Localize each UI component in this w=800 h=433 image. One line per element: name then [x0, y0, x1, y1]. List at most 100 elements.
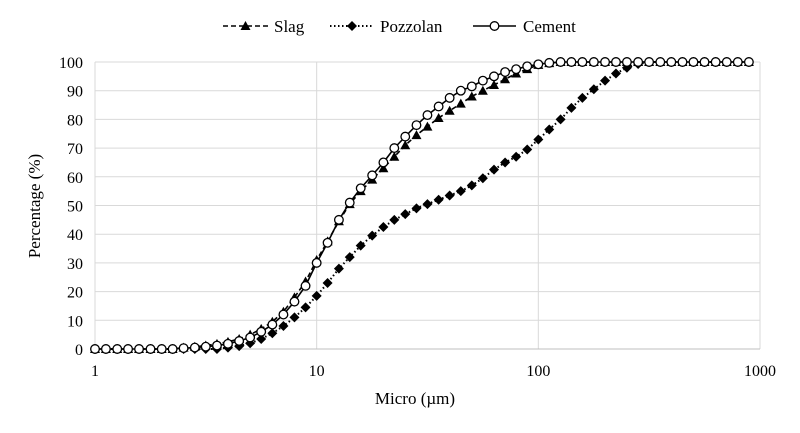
data-point-pozzolan — [289, 312, 300, 323]
data-point-pozzolan — [522, 144, 533, 155]
data-point-cement — [200, 341, 211, 352]
data-point-slag — [477, 85, 488, 95]
series-line-slag — [95, 61, 749, 350]
y-tick-label: 90 — [67, 84, 83, 101]
data-point-cement — [489, 71, 499, 82]
data-point-cement — [344, 197, 355, 208]
x-axis-label: Micro (µm) — [375, 389, 455, 408]
data-point-pozzolan — [344, 252, 355, 263]
y-tick-label: 70 — [67, 141, 83, 158]
x-tick-labels: 1 10 100 1000 — [91, 363, 776, 380]
data-point-slag — [433, 112, 444, 122]
x-tick-label: 10 — [309, 363, 325, 380]
data-point-cement — [732, 57, 743, 67]
data-point-cement — [145, 344, 156, 354]
data-point-pozzolan — [322, 277, 333, 288]
data-point-slag — [400, 140, 411, 150]
data-point-cement — [511, 64, 522, 75]
data-point-cement — [223, 338, 233, 349]
data-point-cement — [256, 326, 267, 337]
data-point-cement — [444, 92, 455, 103]
y-tick-label: 40 — [67, 227, 83, 244]
data-point-cement — [134, 344, 144, 354]
x-tick-label: 100 — [526, 363, 550, 380]
data-point-cement — [167, 344, 178, 354]
data-point-cement — [378, 157, 389, 168]
data-point-cement — [588, 57, 599, 67]
data-point-slag — [489, 79, 500, 89]
data-point-pozzolan — [411, 203, 422, 214]
series-group — [90, 57, 754, 354]
data-point-pozzolan — [444, 190, 455, 201]
data-point-cement — [189, 342, 200, 353]
data-point-cement — [522, 61, 533, 72]
data-point-cement — [367, 170, 378, 181]
data-point-cement — [710, 57, 721, 67]
data-point-cement — [500, 67, 511, 77]
data-point-pozzolan — [378, 222, 389, 233]
y-tick-label: 100 — [59, 55, 83, 72]
series-cement — [90, 57, 754, 354]
data-point-pozzolan — [600, 75, 611, 86]
data-point-cement — [333, 214, 344, 225]
y-tick-label: 0 — [75, 342, 83, 359]
legend-label: Cement — [523, 17, 576, 36]
y-tick-label: 30 — [67, 256, 83, 273]
data-point-cement — [611, 57, 621, 67]
data-point-pozzolan — [256, 333, 267, 344]
data-point-cement — [112, 344, 123, 354]
data-point-cement — [289, 296, 300, 307]
data-point-slag — [411, 130, 422, 140]
data-point-slag — [466, 91, 477, 101]
data-point-cement — [234, 336, 245, 346]
data-point-cement — [621, 57, 632, 67]
data-point-pozzolan — [367, 230, 378, 241]
data-point-cement — [156, 344, 167, 354]
data-point-pozzolan — [267, 328, 278, 339]
data-point-cement — [600, 57, 611, 67]
data-point-cement — [422, 110, 433, 121]
data-point-cement — [533, 59, 544, 70]
data-point-cement — [721, 57, 732, 67]
data-point-pozzolan — [566, 102, 577, 113]
data-point-cement — [90, 344, 100, 354]
data-point-pozzolan — [355, 240, 366, 251]
data-point-pozzolan — [389, 214, 400, 225]
data-point-cement — [677, 57, 688, 67]
data-point-pozzolan — [278, 321, 289, 332]
x-tick-label: 1 — [91, 363, 99, 380]
data-point-cement — [267, 319, 278, 330]
data-point-cement — [644, 57, 655, 67]
data-point-pozzolan — [422, 199, 433, 210]
y-tick-label: 60 — [67, 170, 83, 187]
data-point-pozzolan — [300, 302, 311, 313]
data-point-cement — [544, 57, 555, 68]
data-point-cement — [655, 57, 666, 67]
data-point-pozzolan — [477, 173, 488, 184]
x-tick-label: 1000 — [744, 363, 776, 380]
data-point-cement — [666, 57, 677, 67]
legend-marker-triangle-icon — [240, 21, 251, 30]
legend-item-slag: Slag — [223, 17, 305, 36]
y-tick-label: 50 — [67, 199, 83, 216]
data-point-pozzolan — [555, 114, 566, 125]
y-axis-label: Percentage (%) — [25, 154, 44, 258]
data-point-cement — [212, 340, 222, 351]
data-point-pozzolan — [533, 134, 544, 145]
data-point-pozzolan — [588, 84, 599, 95]
data-point-cement — [411, 120, 422, 131]
data-point-cement — [577, 57, 588, 67]
data-point-cement — [278, 309, 289, 320]
data-point-cement — [100, 344, 111, 354]
data-point-pozzolan — [311, 290, 322, 301]
data-point-cement — [389, 143, 400, 154]
data-point-cement — [455, 85, 466, 96]
data-point-cement — [477, 75, 488, 86]
data-point-cement — [355, 183, 366, 194]
legend-item-cement: Cement — [473, 17, 576, 36]
y-tick-labels: 0 10 20 30 40 50 60 70 80 90 100 — [59, 55, 83, 359]
data-point-pozzolan — [544, 124, 555, 135]
data-point-pozzolan — [455, 186, 466, 197]
data-point-slag — [389, 151, 400, 161]
data-point-slag — [422, 121, 433, 131]
